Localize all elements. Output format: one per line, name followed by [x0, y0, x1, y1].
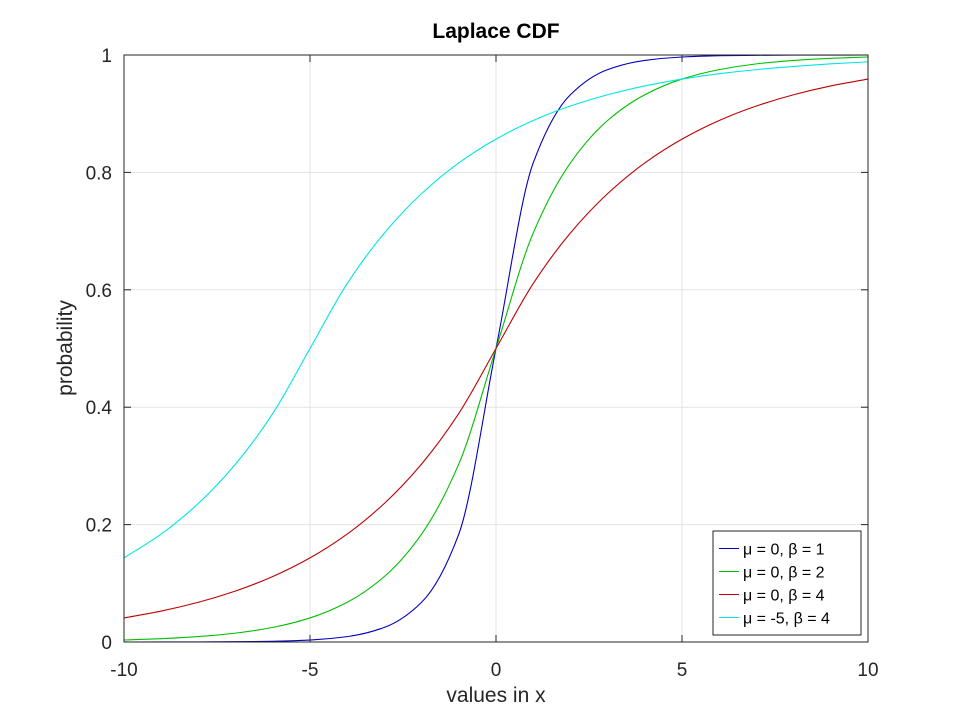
y-tick-label: 0.4 [86, 398, 113, 419]
y-tick-label: 0 [101, 633, 112, 654]
series-line-4 [123, 61, 869, 559]
y-axis-label: probability [54, 300, 77, 396]
tick-labels: -10 -5 0 5 10 0 0.2 0.4 0.6 0.8 1 [86, 46, 879, 681]
x-tick-label: 10 [857, 660, 878, 681]
series-line-3 [123, 78, 869, 619]
chart-title: Laplace CDF [432, 20, 559, 43]
x-tick-label: -5 [302, 660, 319, 681]
x-tick-label: 5 [677, 660, 688, 681]
y-tick-label: 0.6 [86, 281, 112, 302]
y-tick-label: 0.2 [86, 516, 112, 537]
legend: μ = 0, β = 1 μ = 0, β = 2 μ = 0, β = 4 μ = … [712, 530, 862, 636]
legend-entry-label: μ = 0, β = 1 [743, 542, 825, 559]
x-tick-label: -10 [110, 660, 137, 681]
legend-entry-label: μ = 0, β = 2 [743, 565, 825, 582]
x-axis-label: values in x [446, 684, 546, 707]
legend-entry-label: μ = 0, β = 4 [743, 588, 825, 605]
axis-ticks [123, 54, 869, 643]
y-tick-label: 1 [101, 46, 112, 67]
legend-entry-label: μ = -5, β = 4 [743, 611, 830, 628]
x-tick-label: 0 [491, 660, 502, 681]
y-tick-label: 0.8 [86, 163, 112, 184]
